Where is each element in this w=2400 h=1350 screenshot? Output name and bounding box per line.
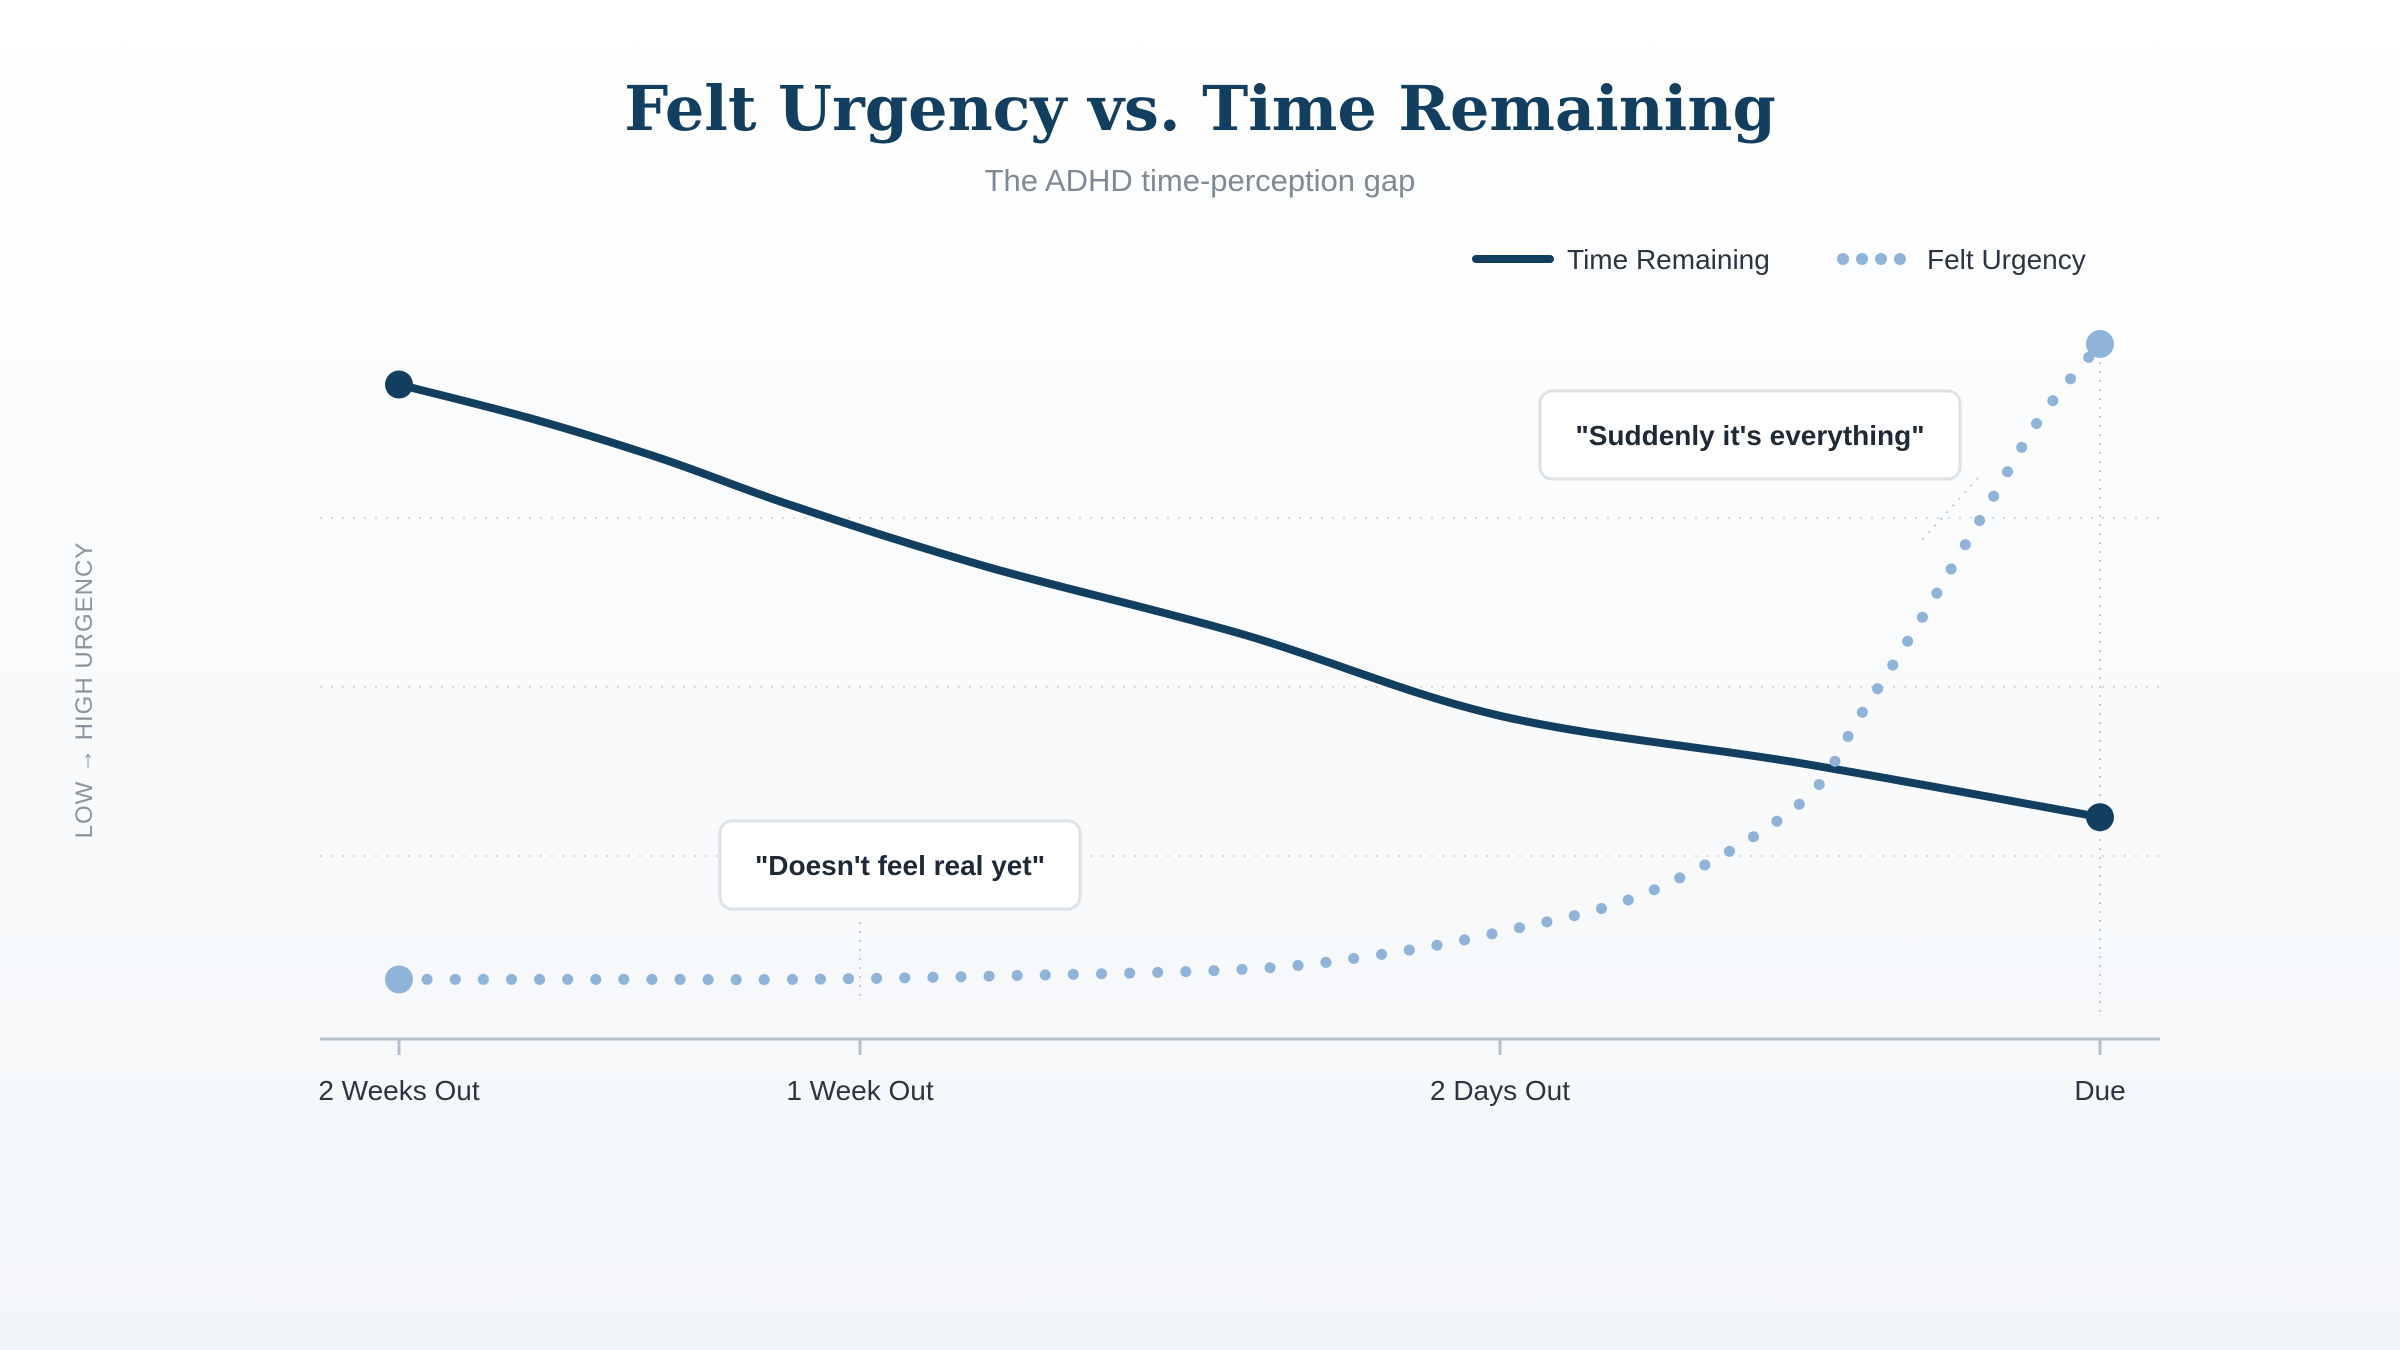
series-time-remaining [385, 370, 2114, 832]
annotation-suddenly-everything: "Suddenly it's everything" [1538, 389, 1962, 481]
x-tick-label-1: 1 Week Out [786, 1075, 934, 1106]
chart-title: Felt Urgency vs. Time Remaining [624, 72, 1776, 145]
annotation-doesnt-feel-real-box [718, 819, 1082, 911]
legend-swatch-felt-urgency [1837, 253, 1906, 265]
legend-label-felt-urgency: Felt Urgency [1927, 244, 2086, 275]
annotation-leaders [859, 344, 2101, 1018]
point-time-remaining-end [2086, 803, 2114, 832]
x-axis-ticks: 2 Weeks Out 1 Week Out 2 Days Out Due [318, 1039, 2126, 1106]
annotation-suddenly-everything-box [1538, 389, 1962, 481]
annotation-suddenly-everything-text: "Suddenly it's everything" [1575, 420, 1924, 451]
legend-label-time-remaining: Time Remaining [1567, 244, 1770, 275]
legend-dot-3 [1894, 253, 1906, 265]
x-tick-label-0: 2 Weeks Out [318, 1075, 480, 1106]
legend-dot-2 [1875, 253, 1887, 265]
chart-subtitle: The ADHD time-perception gap [985, 163, 1416, 198]
x-tick-label-2: 2 Days Out [1430, 1075, 1570, 1106]
series-line-time-remaining [395, 380, 2104, 822]
x-tick-label-3: Due [2074, 1075, 2125, 1106]
annotation-doesnt-feel-real-text: "Doesn't feel real yet" [755, 850, 1045, 881]
series-layer [385, 330, 2114, 994]
legend: Time Remaining Felt Urgency [1472, 244, 2086, 275]
y-axis-label: LOW → HIGH URGENCY [71, 542, 98, 839]
series-felt-urgency [385, 330, 2114, 994]
annotation-doesnt-feel-real: "Doesn't feel real yet" [718, 819, 1082, 911]
series-line-felt-urgency [393, 338, 2106, 986]
annotations: "Doesn't feel real yet" "Suddenly it's ev… [718, 389, 1962, 911]
point-felt-urgency-start [385, 965, 413, 994]
point-felt-urgency-end [2086, 330, 2114, 358]
leader-suddenly [1921, 477, 1979, 541]
legend-dot-0 [1837, 253, 1849, 265]
gridlines [320, 517, 2160, 857]
point-time-remaining-start [385, 370, 413, 399]
legend-dot-1 [1856, 253, 1868, 265]
